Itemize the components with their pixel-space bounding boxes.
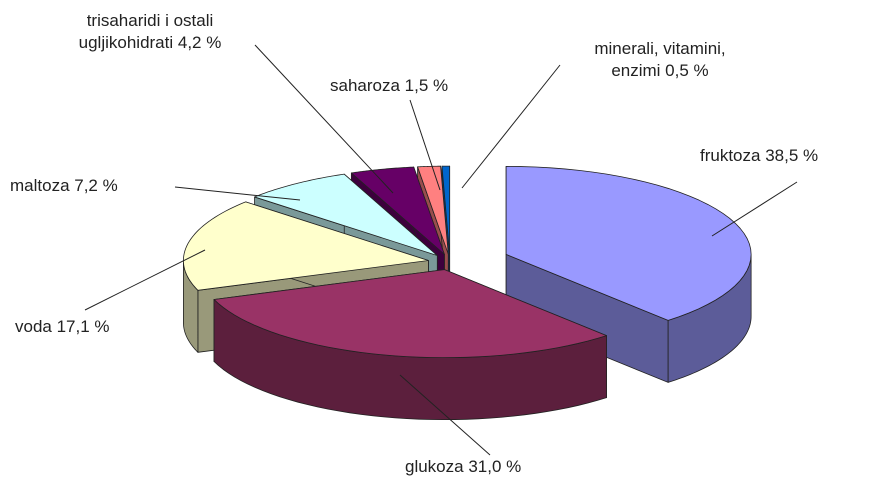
leader-line [254, 44, 394, 194]
slice [213, 269, 607, 421]
leader-line [461, 64, 561, 189]
slice-top [254, 173, 438, 256]
data-label: glukoza 31,0 % [405, 457, 522, 476]
slice [505, 165, 752, 383]
leader-line [174, 186, 301, 201]
data-label: trisaharidi i ostali ugljikohidrati 4,2 … [78, 11, 222, 52]
slice-top [505, 165, 752, 321]
leader-line [711, 181, 798, 237]
data-label: voda 17,1 % [15, 317, 110, 336]
data-label: saharoza 1,5 % [330, 76, 449, 95]
slice-top [417, 165, 449, 255]
leader-line [84, 249, 206, 311]
data-label: fruktoza 38,5 % [700, 146, 819, 165]
data-label: maltoza 7,2 % [10, 176, 118, 195]
slice-top [350, 166, 445, 255]
leader-line [409, 99, 441, 191]
slice-top [183, 201, 429, 291]
slice-top [213, 269, 607, 359]
slice-top [441, 165, 451, 255]
leader-line [399, 374, 491, 456]
data-label: minerali, vitamini, enzimi 0,5 % [594, 39, 726, 80]
